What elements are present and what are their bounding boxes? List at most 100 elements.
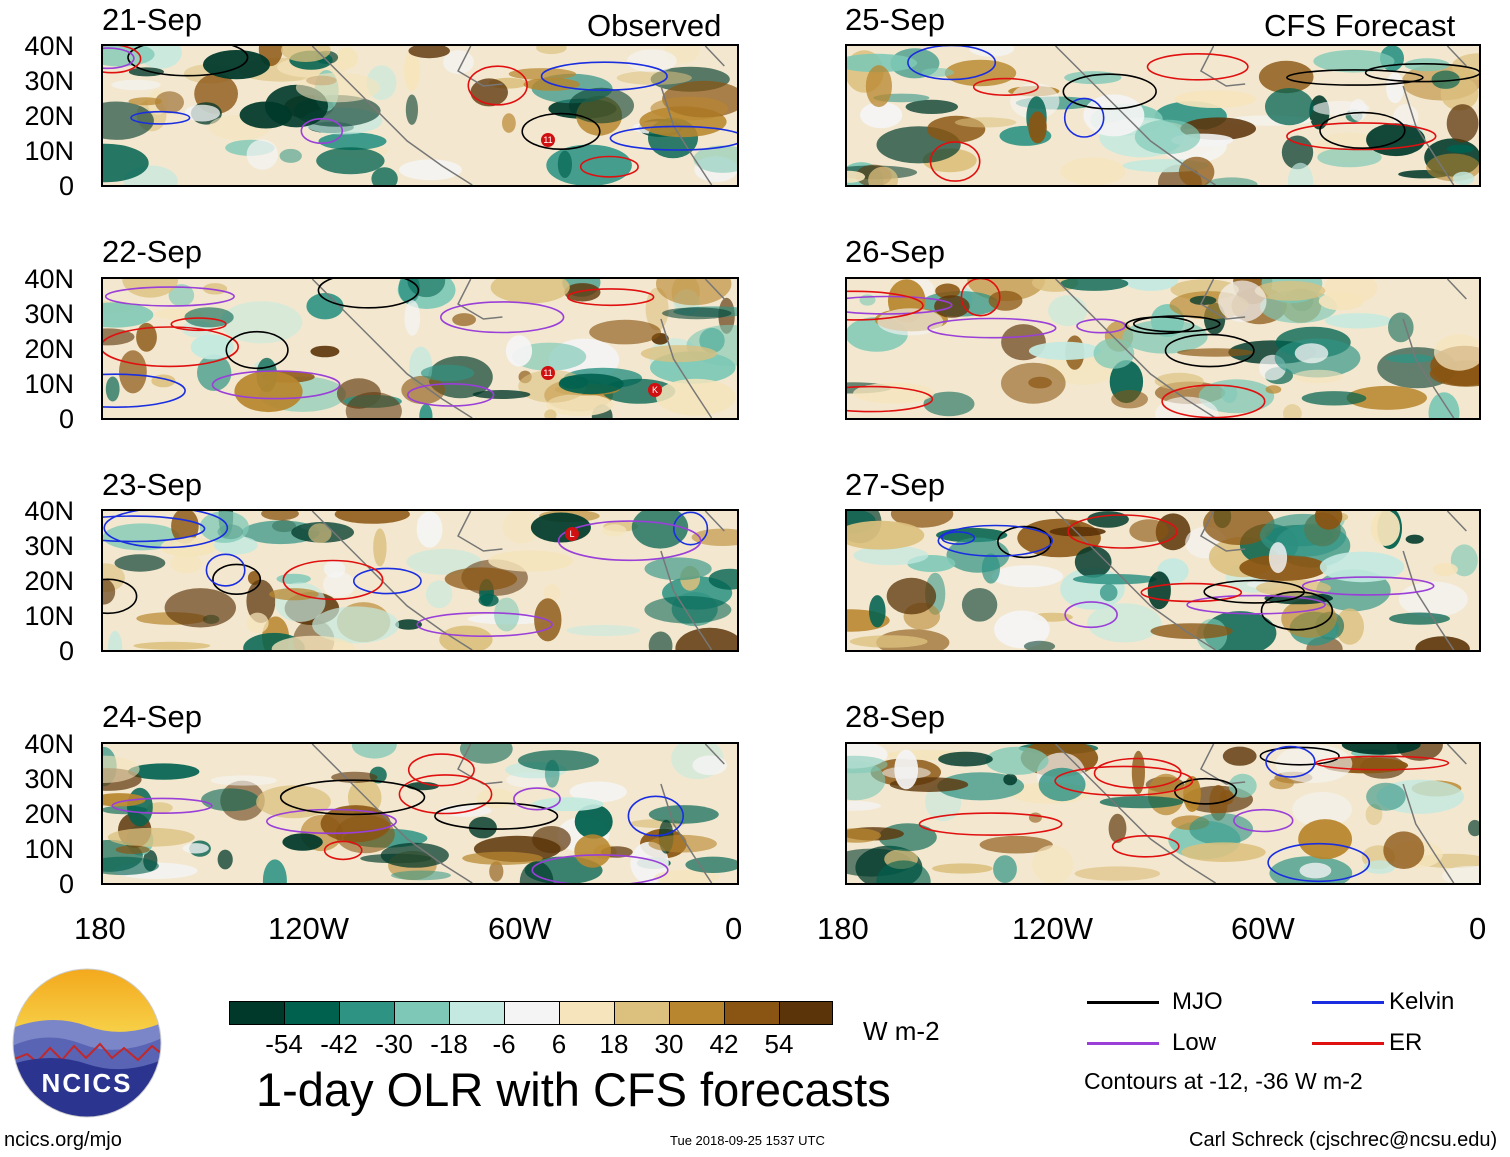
olr-anomaly-blob xyxy=(1060,157,1126,185)
olr-anomaly-blob xyxy=(1123,279,1179,291)
storm-marker: 11 xyxy=(541,133,555,147)
olr-anomaly-blob xyxy=(269,588,319,601)
map-svg xyxy=(103,46,737,185)
storm-marker: 11 xyxy=(541,366,555,380)
wave-contour xyxy=(130,110,191,125)
olr-anomaly-blob xyxy=(420,364,475,382)
olr-anomaly-blob xyxy=(1268,542,1288,574)
olr-anomaly-blob xyxy=(532,826,571,854)
olr-anomaly-blob xyxy=(119,350,147,394)
olr-anomaly-blob xyxy=(1415,636,1470,650)
olr-anomaly-blob xyxy=(1155,513,1191,551)
wave-contour xyxy=(1301,576,1435,596)
lon-label-obs-180: 180 xyxy=(74,911,126,946)
olr-anomaly-blob xyxy=(847,800,881,811)
map-svg xyxy=(103,511,737,650)
olr-anomaly-blob xyxy=(1341,744,1421,755)
wave-contour xyxy=(440,301,565,334)
olr-anomaly-blob xyxy=(489,861,504,882)
olr-anomaly-blob xyxy=(1131,750,1145,795)
olr-anomaly-blob xyxy=(439,625,493,650)
coastline xyxy=(1055,511,1467,650)
olr-anomaly-blob xyxy=(115,845,150,854)
wave-contour xyxy=(1111,835,1180,858)
lat-label: 0 xyxy=(58,404,74,434)
lat-label: 10N xyxy=(24,834,74,864)
wave-contour xyxy=(1260,591,1334,631)
map-svg xyxy=(103,279,737,418)
olr-anomaly-blob xyxy=(1287,162,1314,185)
olr-anomaly-blob xyxy=(1452,171,1475,185)
olr-anomaly-blob xyxy=(1189,813,1254,846)
olr-anomaly-blob xyxy=(160,537,217,557)
panel-date-fc-2: 26-Sep xyxy=(845,234,945,269)
wave-contour xyxy=(1203,579,1306,604)
lat-label: 30N xyxy=(24,66,74,96)
olr-anomaly-blob xyxy=(1203,511,1275,545)
olr-anomaly-blob xyxy=(536,46,567,55)
olr-anomaly-blob xyxy=(1335,608,1364,645)
lat-label: 30N xyxy=(24,531,74,561)
olr-anomaly-blob xyxy=(404,300,421,336)
lat-label: 40N xyxy=(24,264,74,294)
map-panel-obs-1 xyxy=(101,44,739,187)
olr-anomaly-blob xyxy=(380,842,449,868)
olr-anomaly-blob xyxy=(693,145,737,173)
olr-anomaly-blob xyxy=(107,827,195,847)
olr-anomaly-blob xyxy=(1064,71,1122,85)
panel-date-fc-1: 25-Sep xyxy=(845,2,945,37)
olr-anomaly-blob xyxy=(1074,866,1161,881)
olr-anomaly-blob xyxy=(1028,812,1042,823)
colorbar-label: -6 xyxy=(492,1029,516,1059)
coastline xyxy=(1055,279,1467,418)
olr-anomaly-blob xyxy=(981,553,1000,584)
wave-contour xyxy=(567,288,655,307)
olr-anomaly-blob xyxy=(395,619,422,630)
olr-anomaly-blob xyxy=(708,568,737,590)
olr-anomaly-blob xyxy=(645,287,669,331)
map-panel-fc-4 xyxy=(845,742,1481,885)
olr-anomaly-blob xyxy=(199,511,249,543)
olr-anomaly-blob xyxy=(318,132,387,151)
wave-contour xyxy=(467,65,528,106)
olr-anomaly-blob xyxy=(1048,295,1088,327)
olr-anomaly-blob xyxy=(648,834,717,853)
lon-label-obs-120w: 120W xyxy=(268,911,349,946)
wave-contour xyxy=(1267,842,1371,883)
olr-anomaly-blob xyxy=(351,744,397,759)
olr-anomaly-blob xyxy=(282,833,323,851)
wave-contour xyxy=(323,840,363,861)
olr-anomaly-blob xyxy=(991,565,1064,588)
lat-label: 20N xyxy=(24,566,74,596)
olr-anomaly-blob xyxy=(155,91,184,114)
wave-contour xyxy=(1265,745,1316,778)
olr-anomaly-blob xyxy=(136,322,157,352)
olr-anomaly-blob xyxy=(1028,111,1047,144)
olr-anomaly-blob xyxy=(405,94,418,125)
olr-anomaly-blob xyxy=(564,283,601,302)
olr-anomaly-blob xyxy=(103,143,149,183)
olr-anomaly-blob xyxy=(691,528,737,546)
olr-anomaly-blob xyxy=(1205,177,1258,185)
wave-contour xyxy=(997,525,1052,559)
olr-anomaly-blob xyxy=(107,630,123,650)
storm-marker: L xyxy=(565,527,579,541)
olr-anomaly-blob xyxy=(210,775,277,786)
olr-anomaly-blob xyxy=(182,843,209,854)
olr-anomaly-blob xyxy=(1150,623,1233,639)
olr-anomaly-blob xyxy=(685,856,737,873)
olr-anomaly-blob xyxy=(105,376,120,402)
olr-anomaly-blob xyxy=(404,49,420,92)
olr-anomaly-blob xyxy=(1405,534,1424,544)
lat-label: 0 xyxy=(58,636,74,666)
wave-contour xyxy=(103,511,229,549)
olr-anomaly-blob xyxy=(203,283,228,295)
olr-anomaly-blob xyxy=(869,595,886,628)
wave-contour xyxy=(929,141,981,182)
footer-url[interactable]: ncics.org/mjo xyxy=(4,1129,122,1151)
olr-anomaly-blob xyxy=(517,750,599,771)
colorbar-label: 42 xyxy=(709,1029,739,1059)
olr-anomaly-blob xyxy=(1218,280,1267,323)
olr-anomaly-blob xyxy=(444,567,518,591)
olr-anomaly-blob xyxy=(882,766,931,779)
